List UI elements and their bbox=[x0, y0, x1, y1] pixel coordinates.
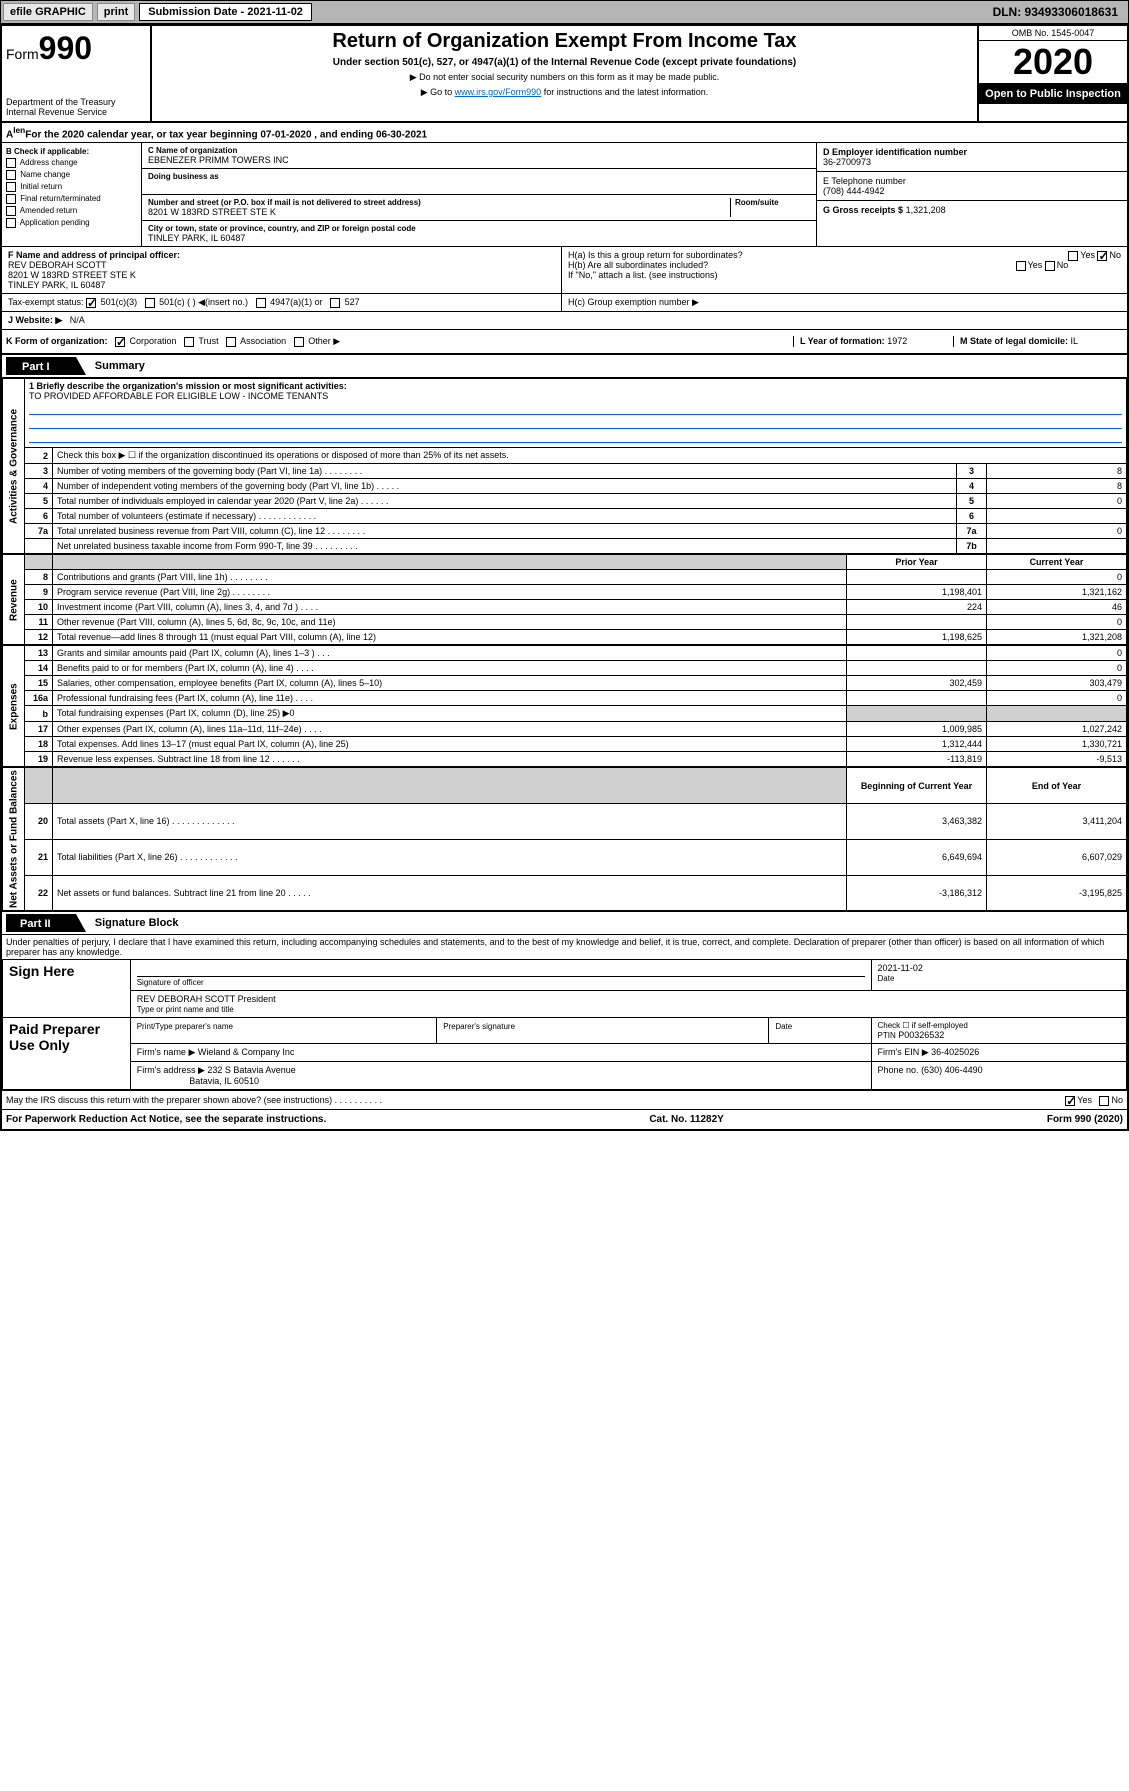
penalties-text: Under penalties of perjury, I declare th… bbox=[2, 935, 1127, 959]
gross-receipts: 1,321,208 bbox=[906, 205, 946, 215]
k-row: K Form of organization: Corporation Trus… bbox=[2, 330, 1127, 355]
form-title: Return of Organization Exempt From Incom… bbox=[160, 30, 969, 53]
form-header: Form990 Department of the Treasury Inter… bbox=[2, 26, 1127, 123]
org-name: EBENEZER PRIMM TOWERS INC bbox=[148, 155, 810, 165]
year-formation: 1972 bbox=[887, 336, 907, 346]
officer-row: F Name and address of principal officer:… bbox=[2, 247, 1127, 294]
officer-name: REV DEBORAH SCOTT bbox=[8, 260, 555, 270]
revenue-table: RevenuePrior YearCurrent Year8Contributi… bbox=[2, 554, 1127, 645]
print-button[interactable]: print bbox=[97, 3, 135, 21]
sign-here-label: Sign Here bbox=[3, 960, 131, 1018]
box-c: C Name of organizationEBENEZER PRIMM TOW… bbox=[142, 143, 817, 246]
svg-text:Part II: Part II bbox=[20, 918, 51, 930]
form-number: 990 bbox=[39, 30, 92, 66]
form-footer: For Paperwork Reduction Act Notice, see … bbox=[2, 1109, 1127, 1129]
tax-year-range: AlenFor the 2020 calendar year, or tax y… bbox=[2, 123, 1127, 143]
ein: 36-2700973 bbox=[823, 157, 1121, 167]
website-value: N/A bbox=[70, 315, 85, 325]
section-governance: Activities & Governance bbox=[3, 379, 25, 554]
submission-date: Submission Date - 2021-11-02 bbox=[139, 3, 312, 21]
officer-signed: REV DEBORAH SCOTT President bbox=[137, 994, 1120, 1004]
firm-ein: 36-4025026 bbox=[931, 1047, 979, 1057]
firm-phone: (630) 406-4490 bbox=[921, 1065, 983, 1075]
website-row: J Website: ▶ N/A bbox=[2, 312, 1127, 330]
ptin: P00326532 bbox=[898, 1030, 944, 1040]
signature-table: Sign Here Signature of officer 2021-11-0… bbox=[2, 959, 1127, 1090]
top-toolbar: efile GRAPHIC print Submission Date - 20… bbox=[0, 0, 1129, 24]
firm-addr2: Batavia, IL 60510 bbox=[189, 1076, 259, 1086]
part1-header: Part I Summary bbox=[2, 355, 1127, 378]
firm-addr1: 232 S Batavia Avenue bbox=[207, 1065, 295, 1075]
firm-name: Wieland & Company Inc bbox=[198, 1047, 295, 1057]
cat-number: Cat. No. 11282Y bbox=[649, 1114, 723, 1125]
omb-number: OMB No. 1545-0047 bbox=[979, 26, 1127, 41]
open-public-badge: Open to Public Inspection bbox=[979, 84, 1127, 104]
dept-treasury: Department of the Treasury Internal Reve… bbox=[6, 97, 146, 117]
note-goto: ▶ Go to www.irs.gov/Form990 for instruct… bbox=[160, 87, 969, 98]
efile-button[interactable]: efile GRAPHIC bbox=[3, 3, 93, 21]
dln-number: DLN: 93493306018631 bbox=[993, 5, 1126, 19]
tax-year: 2020 bbox=[979, 41, 1127, 84]
mission-text: TO PROVIDED AFFORDABLE FOR ELIGIBLE LOW … bbox=[29, 391, 1122, 401]
org-city: TINLEY PARK, IL 60487 bbox=[148, 233, 810, 243]
form-container: Form990 Department of the Treasury Inter… bbox=[0, 24, 1129, 1131]
box-b: B Check if applicable: Address change Na… bbox=[2, 143, 142, 246]
entity-info: B Check if applicable: Address change Na… bbox=[2, 143, 1127, 247]
form-label: Form bbox=[6, 46, 39, 62]
expenses-table: Expenses13Grants and similar amounts pai… bbox=[2, 645, 1127, 767]
summary-table: Activities & Governance 1 Briefly descri… bbox=[2, 378, 1127, 554]
telephone: (708) 444-4942 bbox=[823, 186, 1121, 196]
state-domicile: IL bbox=[1071, 336, 1079, 346]
right-info: D Employer identification number36-27009… bbox=[817, 143, 1127, 246]
officer-addr: 8201 W 183RD STREET STE K TINLEY PARK, I… bbox=[8, 270, 555, 290]
paperwork-notice: For Paperwork Reduction Act Notice, see … bbox=[6, 1114, 326, 1125]
tax-exempt-row: Tax-exempt status: 501(c)(3) 501(c) ( ) … bbox=[2, 294, 1127, 312]
part2-header: Part II Signature Block bbox=[2, 911, 1127, 935]
net-assets-table: Net Assets or Fund BalancesBeginning of … bbox=[2, 767, 1127, 911]
irs-link[interactable]: www.irs.gov/Form990 bbox=[455, 87, 542, 97]
form-subtitle: Under section 501(c), 527, or 4947(a)(1)… bbox=[160, 57, 969, 68]
svg-text:Part I: Part I bbox=[22, 361, 50, 373]
org-address: 8201 W 183RD STREET STE K bbox=[148, 207, 730, 217]
note-ssn: ▶ Do not enter social security numbers o… bbox=[160, 72, 969, 83]
paid-preparer-label: Paid Preparer Use Only bbox=[3, 1018, 131, 1090]
form-ref: Form 990 (2020) bbox=[1047, 1114, 1123, 1125]
discuss-row: May the IRS discuss this return with the… bbox=[2, 1090, 1127, 1109]
